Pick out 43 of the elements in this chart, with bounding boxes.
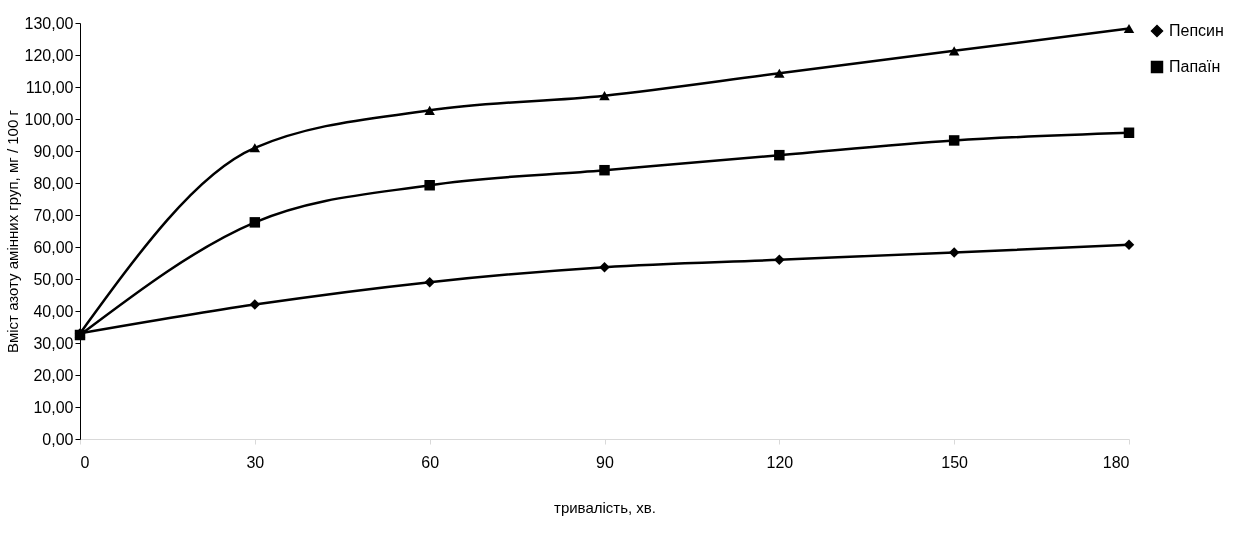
point: [948, 46, 960, 56]
y-tick-label: 80,00: [33, 174, 74, 192]
legend-label: Пепсин: [1169, 22, 1224, 39]
y-axis-title: Вміст азоту амінних груп, мг / 100 г: [3, 109, 21, 353]
y-tick-label: 40,00: [33, 302, 74, 320]
y-tick-label: 20,00: [33, 366, 74, 384]
point: [424, 105, 435, 115]
point: [599, 91, 610, 101]
point: [249, 143, 261, 153]
point: [1123, 23, 1135, 33]
point: [424, 276, 435, 288]
x-tick-label: 90: [596, 453, 614, 471]
point: [1123, 239, 1135, 250]
y-tick-label: 100,00: [24, 110, 74, 128]
point: [249, 217, 261, 228]
y-tick-label: 10,00: [33, 398, 74, 416]
legend-label: Папаїн: [1169, 58, 1221, 75]
point: [948, 135, 960, 146]
y-tick-label: 120,00: [24, 46, 74, 64]
point: [774, 149, 785, 161]
y-tick-label: 110,00: [25, 78, 74, 96]
x-tick-label: 150: [941, 453, 969, 471]
point: [774, 68, 785, 78]
y-tick-label: 130,00: [24, 14, 74, 32]
x-axis-title: тривалість, хв.: [554, 498, 656, 516]
x-tick-label: 180: [1102, 453, 1130, 471]
point: [424, 180, 435, 191]
point: [249, 299, 261, 310]
point: [599, 164, 610, 176]
point: [948, 247, 960, 258]
y-tick-label: 0,00: [42, 430, 74, 448]
y-tick-label: 60,00: [33, 238, 74, 256]
x-tick-label: 30: [246, 453, 265, 471]
point: [599, 261, 610, 273]
point: [1123, 127, 1135, 138]
x-tick-label: 0: [80, 453, 90, 471]
x-tick-label: 120: [766, 453, 794, 471]
y-tick-label: 70,00: [33, 206, 74, 224]
x-tick-label: 60: [421, 453, 440, 471]
y-tick-label: 50,00: [33, 270, 74, 288]
y-tick-label: 30,00: [33, 334, 74, 352]
point: [774, 254, 785, 266]
y-tick-label: 90,00: [33, 142, 74, 160]
